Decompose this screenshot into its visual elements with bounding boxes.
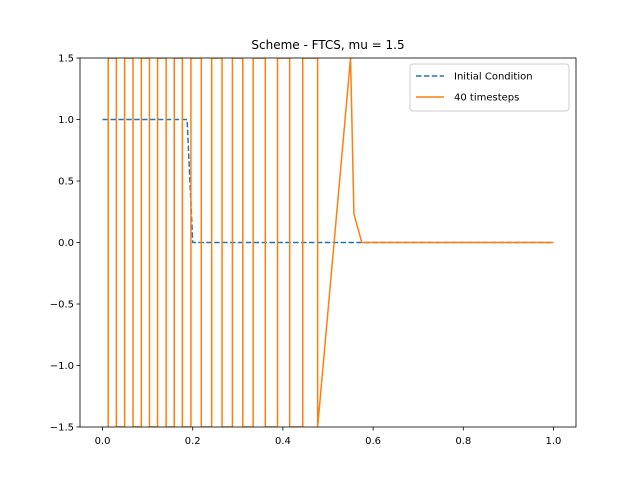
x-tick-label: 0.4	[275, 436, 291, 447]
chart-title: Scheme - FTCS, mu = 1.5	[251, 38, 404, 52]
y-tick-label: 1.5	[58, 54, 74, 65]
legend-label: Initial Condition	[454, 72, 533, 83]
y-tick-label: −0.5	[50, 300, 74, 311]
y-tick-label: −1.5	[50, 423, 74, 434]
legend: Initial Condition 40 timesteps	[409, 63, 570, 112]
y-tick-label: 0.0	[58, 238, 74, 249]
y-tick-label: −1.0	[50, 361, 74, 372]
y-tick-label: 1.0	[58, 115, 74, 126]
x-tick-label: 0.2	[185, 436, 201, 447]
x-tick-label: 1.0	[546, 436, 562, 447]
x-tick-label: 0.6	[365, 436, 381, 447]
legend-label: 40 timesteps	[454, 93, 519, 104]
legend-box	[409, 63, 570, 112]
y-tick-label: 0.5	[58, 177, 74, 188]
x-tick-label: 0.0	[95, 436, 111, 447]
x-tick-label: 0.8	[455, 436, 471, 447]
